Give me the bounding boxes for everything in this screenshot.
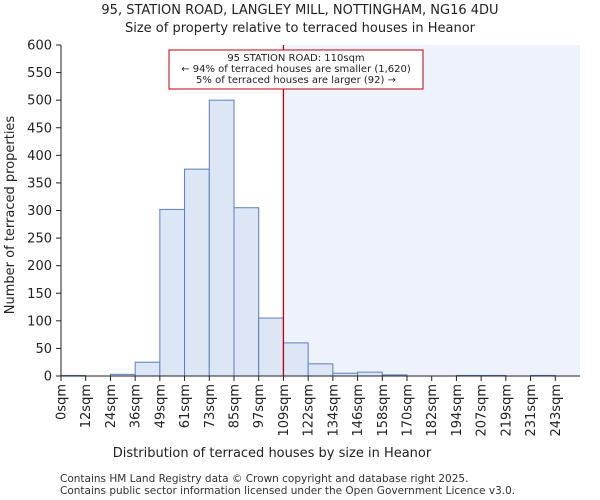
annotation-line-1: 95 STATION ROAD: 110sqm bbox=[227, 53, 364, 64]
y-axis-label: Number of terraced properties bbox=[3, 116, 18, 315]
bar-109sqm bbox=[282, 342, 309, 377]
x-tick-label: 134sqm bbox=[326, 384, 341, 437]
x-tick-label: 61sqm bbox=[178, 384, 193, 428]
y-tick-label: 450 bbox=[27, 121, 52, 136]
chart-title: 95, STATION ROAD, LANGLEY MILL, NOTTINGH… bbox=[101, 3, 498, 18]
x-tick-label: 85sqm bbox=[228, 384, 243, 428]
annotation-line-3: 5% of terraced houses are larger (92) → bbox=[196, 75, 396, 86]
x-tick-label: 12sqm bbox=[79, 384, 94, 428]
y-tick-label: 300 bbox=[27, 204, 52, 219]
chart-subtitle: Size of property relative to terraced ho… bbox=[125, 21, 476, 36]
y-tick-label: 500 bbox=[27, 94, 52, 109]
bar-49sqm bbox=[159, 208, 186, 377]
annotation-line-2: ← 94% of terraced houses are smaller (1,… bbox=[181, 64, 411, 75]
bar-122sqm bbox=[307, 363, 334, 377]
y-tick-label: 400 bbox=[27, 149, 52, 164]
y-tick-label: 100 bbox=[27, 314, 52, 329]
y-tick-label: 200 bbox=[27, 259, 52, 274]
bars-group bbox=[60, 99, 556, 377]
x-ticks: 0sqm 12sqm 24sqm 36sqm 49sqm 61sqm 73sqm 85sqm 9… bbox=[55, 376, 564, 437]
x-tick-label: 0sqm bbox=[55, 384, 70, 420]
x-tick-label: 146sqm bbox=[351, 384, 366, 437]
x-tick-label: 24sqm bbox=[104, 384, 119, 428]
x-tick-label: 49sqm bbox=[153, 384, 168, 428]
y-tick-label: 0 bbox=[44, 370, 52, 385]
x-tick-label: 170sqm bbox=[401, 384, 416, 437]
y-tick-label: 150 bbox=[27, 287, 52, 302]
y-tick-label: 550 bbox=[27, 66, 52, 81]
x-tick-label: 182sqm bbox=[425, 384, 440, 437]
larger-properties-region bbox=[283, 45, 580, 376]
y-tick-label: 250 bbox=[27, 232, 52, 247]
footer-line-2: Contains public sector information licen… bbox=[60, 485, 515, 497]
x-tick-label: 243sqm bbox=[549, 384, 564, 437]
x-tick-label: 158sqm bbox=[376, 384, 391, 437]
x-tick-label: 109sqm bbox=[277, 384, 292, 437]
footer-line-1: Contains HM Land Registry data © Crown c… bbox=[60, 473, 468, 485]
bar-36sqm bbox=[134, 361, 161, 377]
y-tick-label: 350 bbox=[27, 176, 52, 191]
x-tick-label: 73sqm bbox=[203, 384, 218, 428]
annotation-box bbox=[168, 49, 424, 90]
x-tick-label: 194sqm bbox=[450, 384, 465, 437]
x-axis-label: Distribution of terraced houses by size … bbox=[113, 446, 432, 461]
y-tick-label: 50 bbox=[35, 342, 52, 357]
x-tick-label: 36sqm bbox=[129, 384, 144, 428]
x-tick-label: 97sqm bbox=[252, 384, 267, 428]
bar-61sqm bbox=[184, 168, 210, 377]
bar-97sqm bbox=[258, 317, 284, 377]
x-tick-label: 122sqm bbox=[302, 384, 317, 437]
y-ticks: 0 50 100 150 200 250 300 350 400 450 500 550 600 bbox=[27, 39, 61, 385]
property-annotation: 95 STATION ROAD: 110sqm ← 94% of terrace… bbox=[168, 49, 424, 90]
x-tick-label: 207sqm bbox=[475, 384, 490, 437]
y-tick-label: 600 bbox=[27, 39, 52, 54]
bar-73sqm bbox=[208, 99, 235, 377]
bar-85sqm bbox=[233, 207, 260, 377]
x-tick-label: 219sqm bbox=[499, 384, 514, 437]
bar-146sqm bbox=[357, 371, 383, 377]
x-tick-label: 231sqm bbox=[524, 384, 539, 437]
